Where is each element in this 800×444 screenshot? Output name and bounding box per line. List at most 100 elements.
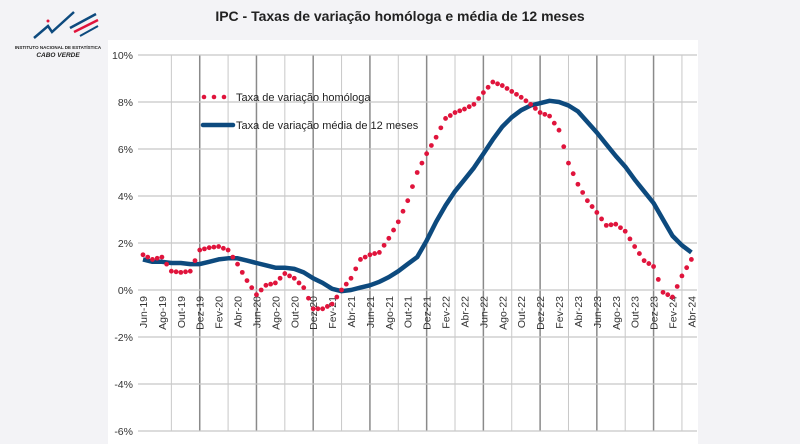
x-tick-label: Jun-22 [478,296,490,328]
svg-text:INSTITUTO NACIONAL DE ESTATÍST: INSTITUTO NACIONAL DE ESTATÍSTICA [15,43,102,50]
legend-label-media12: Taxa de variação média de 12 meses [236,120,419,132]
dotted-line-segment [542,111,548,117]
x-tick-label: Out-20 [289,296,301,328]
dotted-line-segment [381,242,387,248]
x-tick-label: Fev-21 [327,296,339,329]
dotted-line-segment [580,190,586,195]
x-tick-label: Fev-20 [214,296,226,329]
dotted-line-segment [173,269,179,275]
x-tick-label: Abr-21 [346,296,358,328]
data-point-homologa [339,287,344,293]
dotted-line-segment [655,277,661,282]
x-tick-label: Jun-20 [251,296,263,328]
dotted-line-segment [504,86,510,91]
data-point-homologa [566,160,571,166]
dotted-line-segment [372,251,378,256]
dotted-line-segment [334,294,340,300]
data-point-homologa [263,282,269,288]
y-tick-label: 0% [118,285,133,297]
dotted-line-segment [154,255,160,261]
data-point-homologa [329,301,335,307]
data-point-homologa [178,269,184,275]
x-tick-label: Ago-19 [157,296,169,330]
data-point-homologa [480,90,486,95]
dotted-line-segment [646,261,652,266]
dotted-line-segment [277,275,283,281]
data-point-homologa [187,268,193,274]
x-tick-label: Jun-19 [138,296,150,328]
dotted-line-segment [684,265,690,271]
data-point-homologa [424,151,430,157]
data-point-homologa [443,116,448,121]
x-tick-label: Jun-23 [592,296,604,328]
x-tick-label: Out-19 [176,296,188,328]
dotted-line-segment [428,143,434,148]
data-point-homologa [651,264,656,269]
data-point-homologa [641,258,647,264]
data-point-homologa [235,261,240,267]
dotted-line-segment [674,284,680,289]
ine-logo: INSTITUTO NACIONAL DE ESTATÍSTICA CABO V… [8,6,108,59]
data-point-homologa [320,306,326,312]
x-tick-label: Ago-23 [611,296,623,330]
dotted-line-segment [183,269,188,275]
dotted-line-segment [570,171,576,177]
dotted-line-segment [287,273,292,279]
dotted-line-segment [362,254,368,260]
dotted-line-segment [466,104,472,110]
y-tick-label: 4% [118,191,133,203]
data-point-homologa [405,198,411,204]
x-tick-label: Dez-22 [535,296,547,330]
x-tick-label: Dez-20 [308,296,320,330]
dotted-line-segment [599,216,604,222]
x-tick-label: Fev-22 [441,296,453,329]
dotted-line-segment [145,254,151,260]
data-point-homologa [310,306,316,312]
data-point-homologa [537,110,543,115]
x-tick-label: Out-22 [516,296,528,328]
legend-label-homologa: Taxa de variação homóloga [236,92,371,104]
data-point-homologa [632,244,638,249]
dotted-line-segment [306,295,311,301]
x-tick-label: Out-23 [630,296,642,328]
data-point-homologa [462,106,467,112]
data-point-homologa [301,285,307,291]
dotted-line-segment [343,281,349,287]
dotted-line-segment [618,225,623,231]
data-point-homologa [518,94,524,100]
data-point-homologa [348,275,354,281]
data-point-homologa [670,294,675,300]
data-point-homologa [688,257,694,262]
legend-dots-marker [221,94,227,100]
data-point-homologa [414,170,420,175]
data-point-homologa [575,181,581,187]
dotted-line-segment [665,292,671,298]
data-point-homologa [490,79,496,85]
dotted-line-segment [296,280,302,286]
legend-dots-marker [201,94,207,100]
y-tick-label: 8% [118,97,133,109]
data-point-homologa [452,110,458,115]
y-tick-label: -4% [114,379,133,391]
dotted-line-segment [400,208,406,214]
dotted-line-segment [268,281,274,287]
dotted-line-segment [485,84,491,90]
dotted-line-segment [391,227,396,233]
data-point-homologa [547,113,552,119]
dotted-line-segment [419,160,425,166]
dotted-line-segment [608,222,614,228]
dotted-line-segment [192,258,198,264]
x-tick-label: Fev-24 [667,296,679,329]
dotted-line-segment [551,120,557,126]
data-point-homologa [584,198,590,204]
dotted-line-segment [636,251,642,256]
data-point-homologa [272,280,278,286]
data-point-homologa [433,134,439,140]
y-tick-label: 2% [118,238,133,250]
x-tick-label: Fev-23 [554,296,566,329]
data-point-homologa [206,245,212,251]
y-tick-label: -6% [114,426,133,438]
data-point-homologa [358,257,363,262]
x-tick-label: Dez-19 [195,296,207,330]
dotted-line-segment [438,125,444,131]
